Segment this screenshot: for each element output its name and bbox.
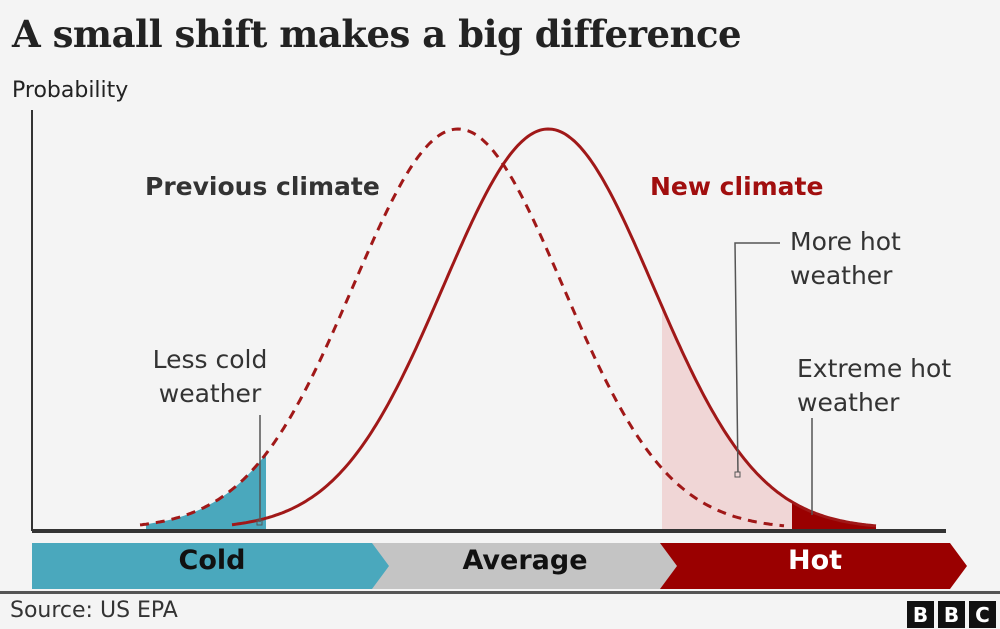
annotation-line: More hot <box>790 227 901 256</box>
annotation-line: weather <box>158 379 262 408</box>
less-cold-area <box>146 453 266 529</box>
source-text: Source: US EPA <box>10 598 178 623</box>
average-band-label: Average <box>462 545 588 576</box>
annotation-line: Less cold <box>152 345 268 374</box>
new-climate-curve <box>231 127 877 528</box>
annotation-line: Extreme hot <box>797 354 952 383</box>
previous-climate-curve <box>139 127 785 528</box>
more-hot-annotation: More hot weather <box>790 225 901 293</box>
annotation-line: weather <box>797 388 900 417</box>
cold-band-label: Cold <box>178 545 246 576</box>
previous-climate-label: Previous climate <box>145 172 380 201</box>
hot-band <box>660 543 967 589</box>
hot-band-label: Hot <box>787 545 843 576</box>
logo-block: B <box>907 601 934 628</box>
logo-block: B <box>938 601 965 628</box>
footer-divider <box>0 591 1000 594</box>
more-hot-leader <box>734 242 780 476</box>
extreme-hot-annotation: Extreme hot weather <box>797 352 951 420</box>
extreme-hot-area <box>792 501 876 529</box>
chart-title: A small shift makes a big difference <box>12 12 742 56</box>
less-cold-annotation: Less cold weather <box>140 343 280 411</box>
annotation-line: weather <box>790 261 893 290</box>
logo-block: C <box>969 601 996 628</box>
bbc-logo: B B C <box>907 601 996 628</box>
new-climate-label: New climate <box>650 172 824 201</box>
more-hot-area <box>662 306 792 529</box>
cold-band <box>32 543 392 589</box>
y-axis-label: Probability <box>12 78 129 103</box>
average-band <box>372 543 680 589</box>
